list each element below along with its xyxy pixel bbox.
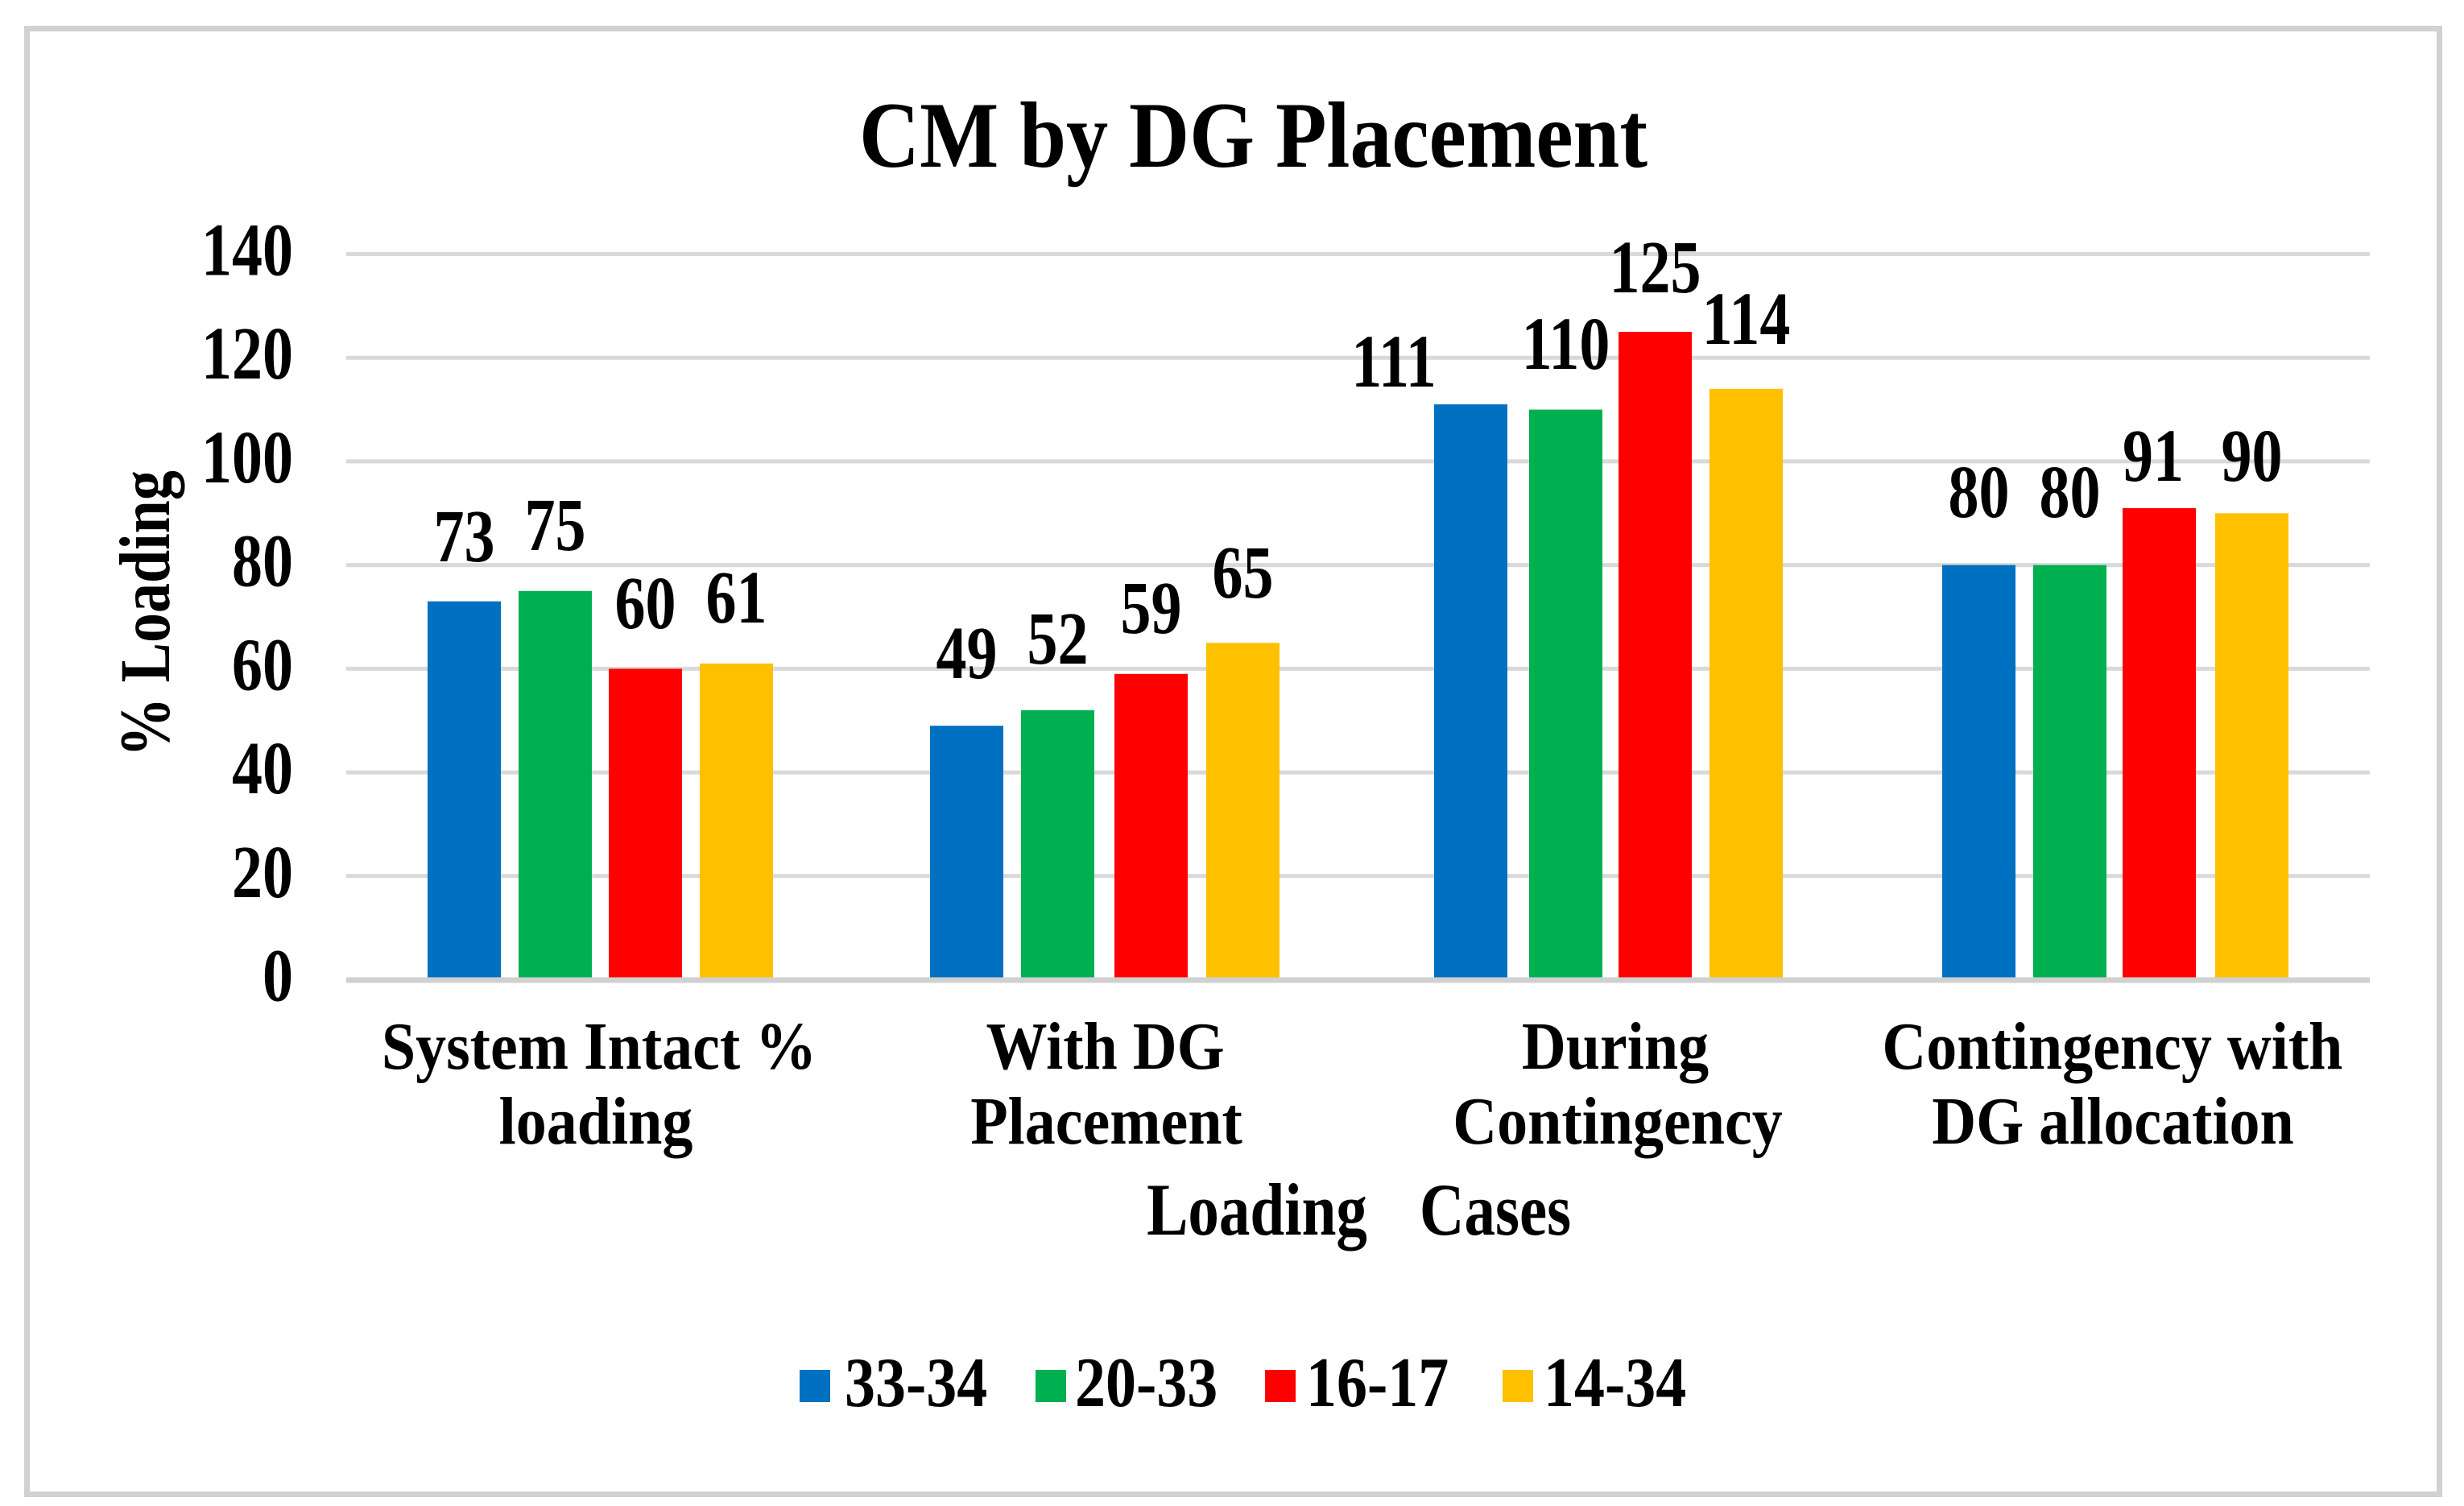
svg-text:40: 40 [232, 727, 293, 810]
svg-text:CM by DG Placement: CM by DG Placement [859, 84, 1647, 188]
svg-text:System Intact %: System Intact % [382, 1010, 817, 1084]
svg-text:80: 80 [2040, 451, 2101, 534]
svg-text:65: 65 [1213, 532, 1274, 614]
svg-text:91: 91 [2123, 415, 2184, 498]
svg-text:80: 80 [232, 520, 293, 603]
svg-text:73: 73 [434, 495, 495, 578]
svg-text:loading: loading [499, 1085, 693, 1159]
svg-text:16-17: 16-17 [1306, 1343, 1449, 1421]
svg-text:Loading: Loading [1147, 1169, 1367, 1252]
svg-text:During: During [1522, 1010, 1709, 1084]
svg-text:Contingency with: Contingency with [1882, 1010, 2342, 1084]
svg-text:With DG: With DG [986, 1010, 1224, 1084]
svg-text:% Loading: % Loading [105, 470, 185, 757]
svg-text:20-33: 20-33 [1075, 1343, 1218, 1421]
svg-text:80: 80 [1949, 451, 2010, 534]
svg-text:140: 140 [201, 209, 293, 292]
svg-text:59: 59 [1121, 567, 1182, 650]
svg-text:125: 125 [1610, 226, 1701, 309]
svg-text:14-34: 14-34 [1544, 1343, 1686, 1421]
svg-text:52: 52 [1027, 598, 1089, 681]
svg-text:90: 90 [2222, 415, 2283, 498]
svg-text:60: 60 [232, 623, 293, 706]
svg-text:0: 0 [263, 934, 293, 1017]
svg-text:75: 75 [525, 484, 586, 567]
svg-text:100: 100 [201, 416, 293, 499]
svg-text:49: 49 [936, 612, 998, 695]
svg-text:110: 110 [1522, 303, 1610, 386]
svg-text:120: 120 [201, 312, 293, 395]
svg-text:20: 20 [232, 831, 293, 914]
svg-text:DG allocation: DG allocation [1932, 1085, 2294, 1159]
svg-text:114: 114 [1702, 278, 1791, 361]
svg-text:61: 61 [706, 556, 767, 639]
svg-text:111: 111 [1351, 321, 1437, 403]
svg-text:Cases: Cases [1420, 1169, 1571, 1252]
svg-text:60: 60 [615, 562, 676, 645]
svg-text:Placement: Placement [970, 1085, 1242, 1159]
svg-text:Contingency: Contingency [1453, 1085, 1783, 1159]
svg-text:33-34: 33-34 [845, 1343, 987, 1421]
